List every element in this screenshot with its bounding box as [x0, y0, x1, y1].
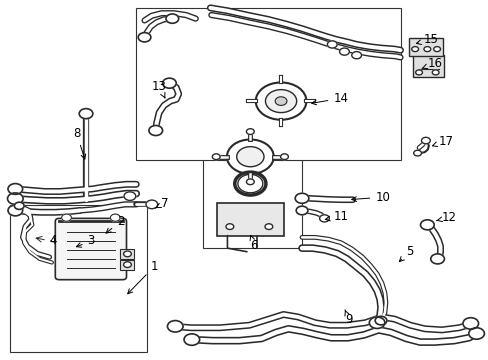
- Bar: [120, 249, 134, 259]
- Circle shape: [319, 215, 329, 222]
- Circle shape: [7, 193, 23, 204]
- FancyBboxPatch shape: [408, 39, 442, 56]
- Circle shape: [368, 317, 384, 328]
- Circle shape: [264, 224, 272, 229]
- Text: 2: 2: [106, 215, 124, 233]
- Bar: [10, 205, 147, 352]
- Circle shape: [411, 46, 418, 51]
- Circle shape: [8, 184, 22, 194]
- Circle shape: [123, 251, 131, 257]
- Circle shape: [123, 262, 131, 267]
- Circle shape: [236, 147, 264, 167]
- FancyBboxPatch shape: [412, 55, 444, 77]
- Text: 3: 3: [76, 234, 95, 247]
- Circle shape: [167, 320, 183, 332]
- Circle shape: [430, 254, 444, 264]
- Circle shape: [124, 192, 136, 201]
- Bar: [203, 108, 302, 248]
- Circle shape: [246, 129, 254, 134]
- Circle shape: [374, 316, 386, 325]
- Circle shape: [183, 334, 199, 345]
- Circle shape: [226, 139, 273, 174]
- Bar: [120, 260, 134, 270]
- Circle shape: [149, 126, 162, 135]
- Circle shape: [413, 150, 421, 156]
- Circle shape: [462, 318, 478, 329]
- Circle shape: [212, 154, 220, 159]
- Text: 14: 14: [311, 92, 347, 105]
- Circle shape: [433, 46, 440, 51]
- FancyBboxPatch shape: [216, 203, 284, 236]
- Circle shape: [468, 328, 484, 339]
- Circle shape: [420, 220, 433, 230]
- Text: 5: 5: [399, 244, 413, 262]
- Circle shape: [415, 70, 422, 75]
- Text: 9: 9: [344, 310, 352, 326]
- Text: 8: 8: [73, 127, 85, 159]
- Circle shape: [255, 82, 306, 120]
- Circle shape: [165, 14, 178, 23]
- Circle shape: [431, 70, 438, 75]
- Circle shape: [296, 206, 307, 215]
- Text: 1: 1: [127, 260, 158, 294]
- Circle shape: [79, 109, 93, 119]
- Text: 10: 10: [351, 191, 389, 204]
- Circle shape: [61, 214, 71, 221]
- Text: 13: 13: [152, 80, 166, 98]
- Circle shape: [225, 224, 233, 229]
- Circle shape: [351, 51, 361, 59]
- Circle shape: [14, 202, 24, 210]
- Text: 11: 11: [325, 210, 347, 223]
- Circle shape: [421, 137, 429, 144]
- Circle shape: [423, 46, 430, 51]
- Text: 12: 12: [436, 211, 456, 224]
- Circle shape: [146, 200, 158, 209]
- Circle shape: [275, 97, 286, 105]
- Text: 6: 6: [249, 235, 257, 252]
- Text: 4: 4: [49, 234, 57, 247]
- Circle shape: [138, 33, 151, 42]
- Circle shape: [162, 78, 176, 88]
- Circle shape: [339, 48, 348, 55]
- Circle shape: [280, 154, 288, 159]
- Bar: [136, 8, 400, 160]
- Circle shape: [295, 193, 308, 203]
- Text: 7: 7: [155, 197, 168, 210]
- Circle shape: [246, 179, 254, 185]
- Circle shape: [327, 41, 336, 48]
- Text: 15: 15: [416, 33, 438, 46]
- Circle shape: [110, 214, 120, 221]
- Text: 17: 17: [431, 135, 453, 148]
- Text: 16: 16: [421, 57, 442, 70]
- Circle shape: [8, 205, 22, 216]
- FancyBboxPatch shape: [55, 219, 126, 280]
- Circle shape: [265, 90, 296, 113]
